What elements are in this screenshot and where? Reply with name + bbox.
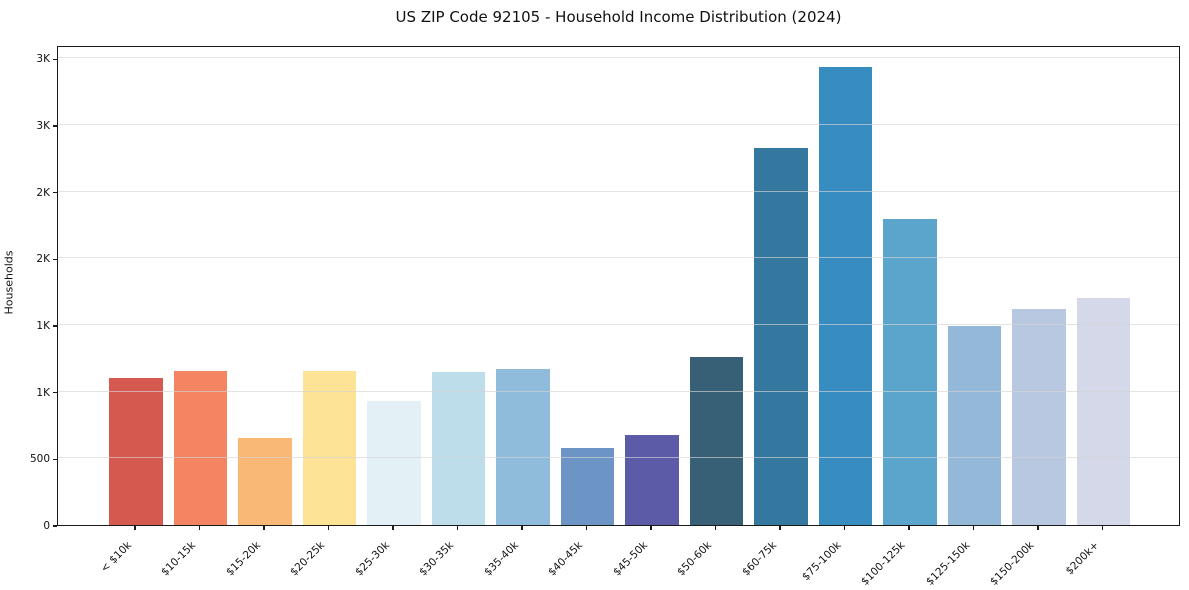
bar-$10-15k xyxy=(173,371,228,525)
x-tick-mark xyxy=(392,526,394,530)
x-tick-label: $150-200k xyxy=(988,539,1037,588)
y-tick-mark xyxy=(53,458,57,460)
bar-$20-25k xyxy=(302,371,357,525)
y-tick-mark xyxy=(53,525,57,527)
bar-$75-100k xyxy=(818,67,873,525)
x-tick-label: $40-45k xyxy=(546,539,586,579)
y-tick-mark xyxy=(53,125,57,127)
gridline xyxy=(58,190,1179,192)
x-tick-label: $10-15k xyxy=(159,539,199,579)
gridline xyxy=(58,457,1179,459)
bar-$200k+ xyxy=(1076,298,1131,525)
bar-$40-45k xyxy=(560,448,615,525)
y-tick-label: 1K xyxy=(36,320,50,332)
bar-$125-150k xyxy=(947,326,1002,525)
bar-$15-20k xyxy=(238,437,292,525)
bar-< $10k xyxy=(109,378,163,525)
y-tick-label: 3K xyxy=(36,120,50,132)
x-tick-mark xyxy=(585,526,588,530)
x-tick-label: $125-150k xyxy=(923,539,973,588)
bar-$45-50k xyxy=(625,435,679,525)
x-tick-mark xyxy=(327,526,330,530)
bar-$100-125k xyxy=(883,219,937,525)
chart-title: US ZIP Code 92105 - Household Income Dis… xyxy=(395,8,842,26)
bar-$60-75k xyxy=(754,148,808,525)
x-tick-label: $30-35k xyxy=(417,539,457,579)
x-tick-label: $60-75k xyxy=(739,539,779,579)
y-tick-mark xyxy=(53,392,57,394)
x-tick-label: $45-50k xyxy=(610,539,650,579)
x-tick-label: $25-30k xyxy=(352,539,392,579)
x-tick-mark xyxy=(134,526,136,530)
x-tick-mark xyxy=(843,526,846,530)
gridline xyxy=(58,57,1179,59)
x-tick-label: $35-40k xyxy=(481,539,521,579)
x-tick-mark xyxy=(779,526,781,530)
x-tick-mark xyxy=(263,526,265,530)
x-tick-label: $20-25k xyxy=(288,539,328,579)
y-tick-mark xyxy=(53,258,57,260)
bar-$25-30k xyxy=(367,401,421,525)
bar-$50-60k xyxy=(689,357,744,525)
gridline xyxy=(58,124,1179,125)
x-tick-label: $15-20k xyxy=(223,539,263,579)
y-tick-mark xyxy=(53,58,57,60)
y-tick-label: 2K xyxy=(36,253,50,266)
bar-$30-35k xyxy=(431,372,486,525)
gridline xyxy=(58,324,1179,325)
y-tick-label: 1K xyxy=(36,386,50,399)
x-tick-mark xyxy=(1037,526,1039,530)
x-tick-mark xyxy=(1101,526,1104,530)
x-tick-mark xyxy=(521,526,523,530)
x-tick-label: $200k+ xyxy=(1063,539,1102,578)
x-tick-mark xyxy=(456,526,459,530)
x-tick-mark xyxy=(650,526,652,530)
x-tick-label: $50-60k xyxy=(675,539,715,579)
plot-area xyxy=(57,46,1180,526)
y-tick-mark xyxy=(53,325,57,327)
y-tick-label: 0 xyxy=(43,520,50,532)
x-tick-mark xyxy=(972,526,975,530)
bar-$35-40k xyxy=(496,369,550,525)
x-tick-label: $75-100k xyxy=(799,539,844,584)
bar-$150-200k xyxy=(1012,309,1066,525)
y-tick-mark xyxy=(53,192,57,194)
x-tick-mark xyxy=(714,526,717,530)
x-tick-mark xyxy=(908,526,910,530)
gridline xyxy=(58,257,1179,259)
y-tick-label: 500 xyxy=(29,453,50,466)
y-tick-label: 3K xyxy=(36,53,50,66)
gridline xyxy=(58,390,1179,392)
y-tick-label: 2K xyxy=(36,186,50,199)
x-tick-label: $100-125k xyxy=(859,539,908,588)
x-tick-mark xyxy=(198,526,201,530)
x-tick-label: < $10k xyxy=(98,539,134,575)
